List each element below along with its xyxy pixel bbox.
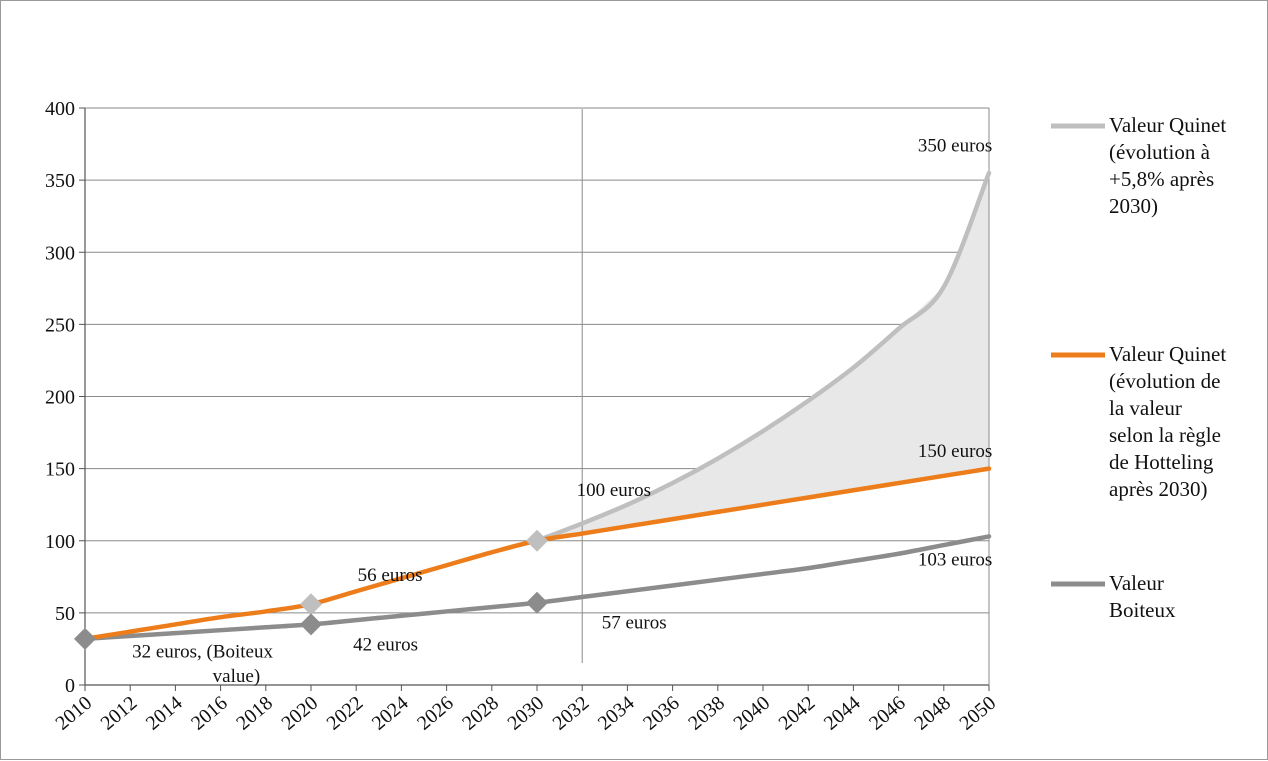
x-tick-label: 2032 [549, 692, 594, 735]
data-label-4: 103 euros [918, 549, 992, 570]
data-marker-1 [300, 593, 322, 616]
x-tick-label: 2030 [503, 692, 548, 735]
x-tick-label: 2048 [910, 692, 955, 735]
legend-label-line: selon la règle [1109, 423, 1221, 447]
x-tick-label: 2042 [775, 692, 820, 735]
series-line-2 [82, 534, 992, 642]
y-tick-label: 50 [55, 603, 75, 625]
x-tick-label: 2028 [458, 692, 503, 735]
x-tick-label: 2022 [323, 692, 368, 735]
legend-label-line: Boiteux [1109, 598, 1176, 622]
x-tick-label: 2050 [955, 692, 1000, 735]
x-tick-label: 2036 [639, 692, 684, 735]
y-tick-labels: 0 50 100 150 200 250 300 350 400 [45, 98, 75, 697]
x-tick-label: 2016 [187, 692, 232, 735]
shaded-gap-area [537, 172, 989, 541]
data-marker-0 [526, 529, 548, 552]
x-tick-label: 2038 [684, 692, 729, 735]
x-tick-label: 2040 [729, 692, 774, 735]
x-tick-label: 2024 [368, 692, 413, 735]
legend-label-line: Valeur Quinet [1109, 113, 1226, 137]
y-tick-label: 0 [65, 675, 75, 697]
data-label-6: 42 euros [353, 634, 418, 655]
legend-label-line: après 2030) [1109, 477, 1208, 501]
data-markers [74, 529, 548, 650]
x-tick-label: 2010 [51, 692, 96, 735]
y-tick-label: 100 [45, 531, 75, 553]
x-tick-label: 2014 [142, 692, 187, 735]
legend-entry-1: Valeur Quinet (évolution de la valeur selon… [1051, 342, 1226, 501]
legend: Valeur Quinet (évolution à +5,8% après 2030… [1051, 113, 1226, 622]
axes [79, 107, 990, 691]
x-tick-label: 2034 [594, 692, 639, 735]
x-tick-labels: 2010 2012 2014 2016 2018 2020 2022 2024 2026 2028… [51, 692, 1000, 735]
legend-label-line: (évolution à [1109, 140, 1211, 164]
legend-entry-2: Valeur Boiteux [1051, 571, 1176, 622]
y-tick-label: 250 [45, 314, 75, 336]
x-tick-label: 2018 [232, 692, 277, 735]
data-label-7: 32 euros, (Boiteux [132, 642, 273, 663]
y-tick-label: 200 [45, 387, 75, 409]
legend-entry-0: Valeur Quinet (évolution à +5,8% après 2030… [1051, 113, 1226, 218]
x-tick-label: 2026 [413, 692, 458, 735]
data-label-1: 150 euros [918, 441, 992, 462]
gap-area [537, 172, 989, 541]
x-tick-label: 2020 [277, 692, 322, 735]
x-tick-label: 2046 [865, 692, 910, 735]
data-marker-4 [526, 591, 548, 614]
x-tick-label: 2012 [97, 692, 142, 735]
data-label-2: 100 euros [577, 480, 651, 501]
data-marker-3 [300, 613, 322, 636]
data-label-0: 350 euros [918, 135, 992, 156]
data-label-8: value) [213, 666, 260, 687]
legend-label-line: Valeur Quinet [1109, 342, 1226, 366]
gridlines [85, 107, 989, 614]
series-line-0 [534, 170, 992, 543]
x-tick-label: 2044 [820, 692, 865, 735]
data-annotations: 350 euros 150 euros 100 euros 56 euros 103 e… [132, 135, 992, 687]
legend-label-line: la valeur [1109, 396, 1182, 420]
data-marker-2 [74, 627, 96, 650]
y-tick-label: 300 [45, 242, 75, 264]
y-tick-label: 350 [45, 170, 75, 192]
legend-label-line: de Hotteling [1109, 450, 1214, 474]
legend-label-line: Valeur [1109, 571, 1164, 595]
y-tick-label: 150 [45, 459, 75, 481]
legend-label-line: +5,8% après [1109, 167, 1214, 191]
legend-label-line: 2030) [1109, 194, 1158, 218]
legend-label-line: (évolution de [1109, 369, 1220, 393]
data-label-3: 56 euros [358, 565, 423, 586]
y-tick-label: 400 [45, 98, 75, 120]
data-label-5: 57 euros [602, 613, 667, 634]
